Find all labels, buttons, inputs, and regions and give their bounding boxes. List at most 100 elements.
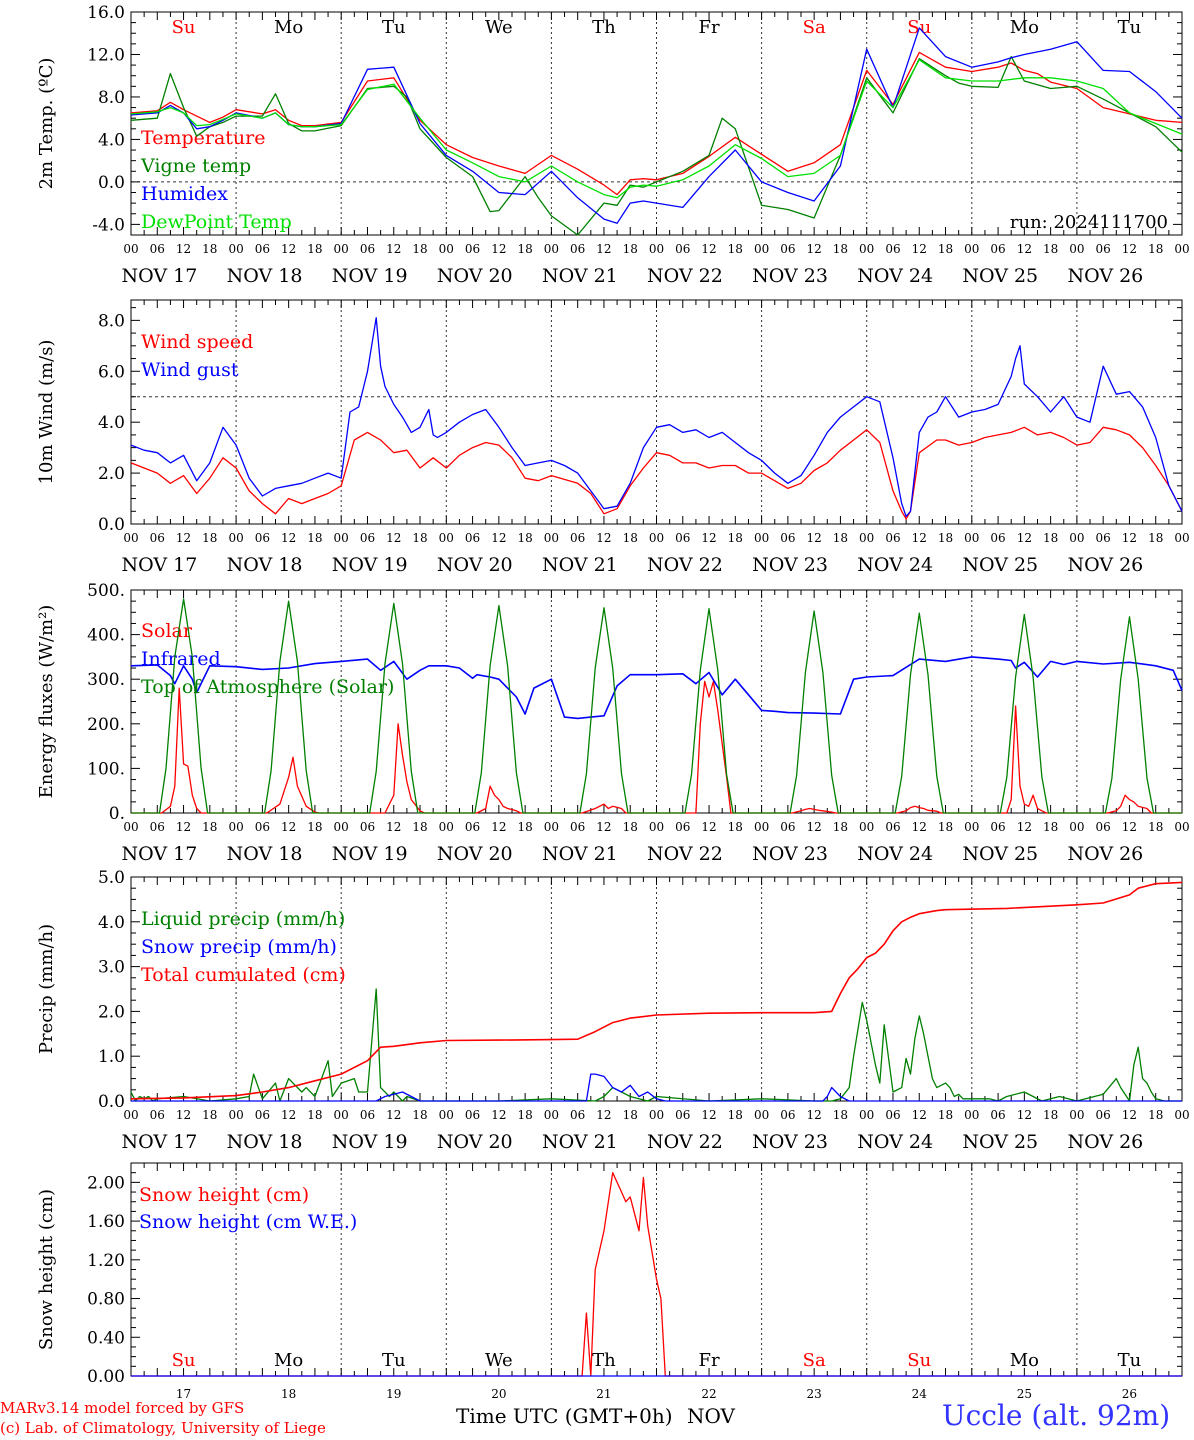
hour-tick-label: 12 [281, 531, 296, 545]
hour-tick-label: 06 [255, 1108, 270, 1122]
day-number-label: 22 [701, 1387, 716, 1401]
date-label: NOV 23 [752, 265, 828, 287]
hour-tick-label: 00 [1069, 820, 1084, 834]
hour-tick-label: 12 [1017, 242, 1032, 256]
hour-tick-label: 12 [281, 1108, 296, 1122]
hour-tick-label: 00 [544, 242, 559, 256]
hour-tick-label: 18 [728, 531, 743, 545]
date-label: NOV 26 [1067, 1131, 1143, 1153]
hour-tick-label: 06 [780, 531, 795, 545]
y-axis-label: 2m Temp. (ºC) [36, 58, 57, 190]
hour-tick-label: 06 [360, 820, 375, 834]
hour-tick-label: 06 [570, 1108, 585, 1122]
credit-line-1: MARv3.14 model forced by GFS [0, 1399, 245, 1417]
y-tick-label: 500. [87, 581, 125, 601]
weekday-label: Sa [803, 1350, 826, 1371]
date-label: NOV 25 [962, 554, 1038, 576]
legend-entry: Snow precip (mm/h) [141, 936, 337, 958]
date-label: NOV 21 [542, 1131, 618, 1153]
hour-tick-label: 00 [439, 242, 454, 256]
day-number-label: 17 [176, 1387, 191, 1401]
hour-tick-label: 18 [833, 820, 848, 834]
hour-tick-label: 06 [675, 531, 690, 545]
hour-tick-label: 18 [307, 820, 322, 834]
hour-tick-label: 12 [701, 242, 716, 256]
hour-tick-label: 12 [491, 242, 506, 256]
day-number-label: 18 [281, 1387, 296, 1401]
location-label: Uccle (alt. 92m) [942, 1399, 1171, 1432]
y-tick-label: 4.0 [98, 913, 125, 933]
weekday-label: We [485, 17, 513, 38]
hour-tick-label: 00 [859, 820, 874, 834]
hour-tick-label: 18 [202, 242, 217, 256]
hour-tick-label: 18 [833, 242, 848, 256]
y-tick-label: 5.0 [98, 868, 125, 888]
series-line [130, 881, 1183, 1100]
weekday-label: Fr [699, 17, 720, 38]
weekday-label: Su [172, 17, 196, 38]
hour-tick-label: 12 [701, 531, 716, 545]
hour-tick-label: 18 [412, 820, 427, 834]
legend-entry: Wind speed [141, 331, 253, 353]
hour-tick-label: 18 [412, 531, 427, 545]
hour-tick-label: 06 [360, 1108, 375, 1122]
hour-tick-label: 12 [386, 531, 401, 545]
hour-tick-label: 06 [465, 242, 480, 256]
y-tick-label: 100. [87, 759, 125, 779]
date-label: NOV 17 [122, 843, 198, 865]
weekday-label: Tu [382, 1350, 406, 1371]
y-tick-label: 6.0 [98, 362, 125, 382]
hour-tick-label: 18 [1148, 820, 1163, 834]
hour-tick-label: 06 [675, 242, 690, 256]
y-tick-label: 0.0 [98, 515, 125, 535]
hour-tick-label: 12 [912, 820, 927, 834]
hour-tick-label: 18 [412, 1108, 427, 1122]
legend-entry: Humidex [141, 183, 228, 205]
y-tick-label: 2.0 [98, 464, 125, 484]
y-tick-label: 300. [87, 670, 125, 690]
day-number-label: 21 [596, 1387, 611, 1401]
series-line [131, 598, 1182, 814]
hour-tick-label: 06 [885, 242, 900, 256]
y-tick-label: 1.0 [98, 1047, 125, 1067]
date-label: NOV 24 [857, 265, 933, 287]
hour-tick-label: 06 [150, 531, 165, 545]
hour-tick-label: 18 [307, 1108, 322, 1122]
hour-tick-label: 00 [754, 820, 769, 834]
date-label: NOV 18 [227, 843, 303, 865]
hour-tick-label: 12 [912, 1108, 927, 1122]
legend-entry: Temperature [141, 127, 265, 149]
hour-tick-label: 18 [1043, 242, 1058, 256]
y-tick-label: 4.0 [98, 413, 125, 433]
hour-tick-label: 12 [807, 531, 822, 545]
weekday-label: Mo [274, 17, 303, 38]
hour-tick-label: 00 [439, 1108, 454, 1122]
legend-entry: Solar [141, 620, 193, 642]
hour-tick-label: 06 [465, 820, 480, 834]
date-label: NOV 26 [1067, 843, 1143, 865]
weekday-label: Tu [382, 17, 406, 38]
date-label: NOV 23 [752, 843, 828, 865]
date-label: NOV 25 [962, 265, 1038, 287]
y-tick-label: -4.0 [92, 215, 125, 235]
hour-tick-label: 18 [728, 820, 743, 834]
y-tick-label: 0. [109, 804, 125, 824]
hour-tick-label: 12 [491, 1108, 506, 1122]
hour-tick-label: 12 [176, 1108, 191, 1122]
hour-tick-label: 18 [938, 820, 953, 834]
hour-tick-label: 00 [649, 1108, 664, 1122]
hour-tick-label: 18 [938, 531, 953, 545]
y-tick-label: 1.60 [87, 1212, 125, 1232]
y-tick-label: 0.40 [87, 1328, 125, 1348]
hour-tick-label: 00 [754, 1108, 769, 1122]
date-label: NOV 24 [857, 843, 933, 865]
hour-tick-label: 00 [439, 531, 454, 545]
date-label: NOV 20 [437, 265, 513, 287]
hour-tick-label: 18 [1043, 1108, 1058, 1122]
y-tick-label: 8.0 [98, 88, 125, 108]
hour-tick-label: 06 [990, 1108, 1005, 1122]
legend-entry: Total cumulated (cm) [141, 964, 346, 986]
date-label: NOV 19 [332, 843, 408, 865]
weekday-label: Tu [1118, 1350, 1142, 1371]
weekday-label: Su [172, 1350, 196, 1371]
